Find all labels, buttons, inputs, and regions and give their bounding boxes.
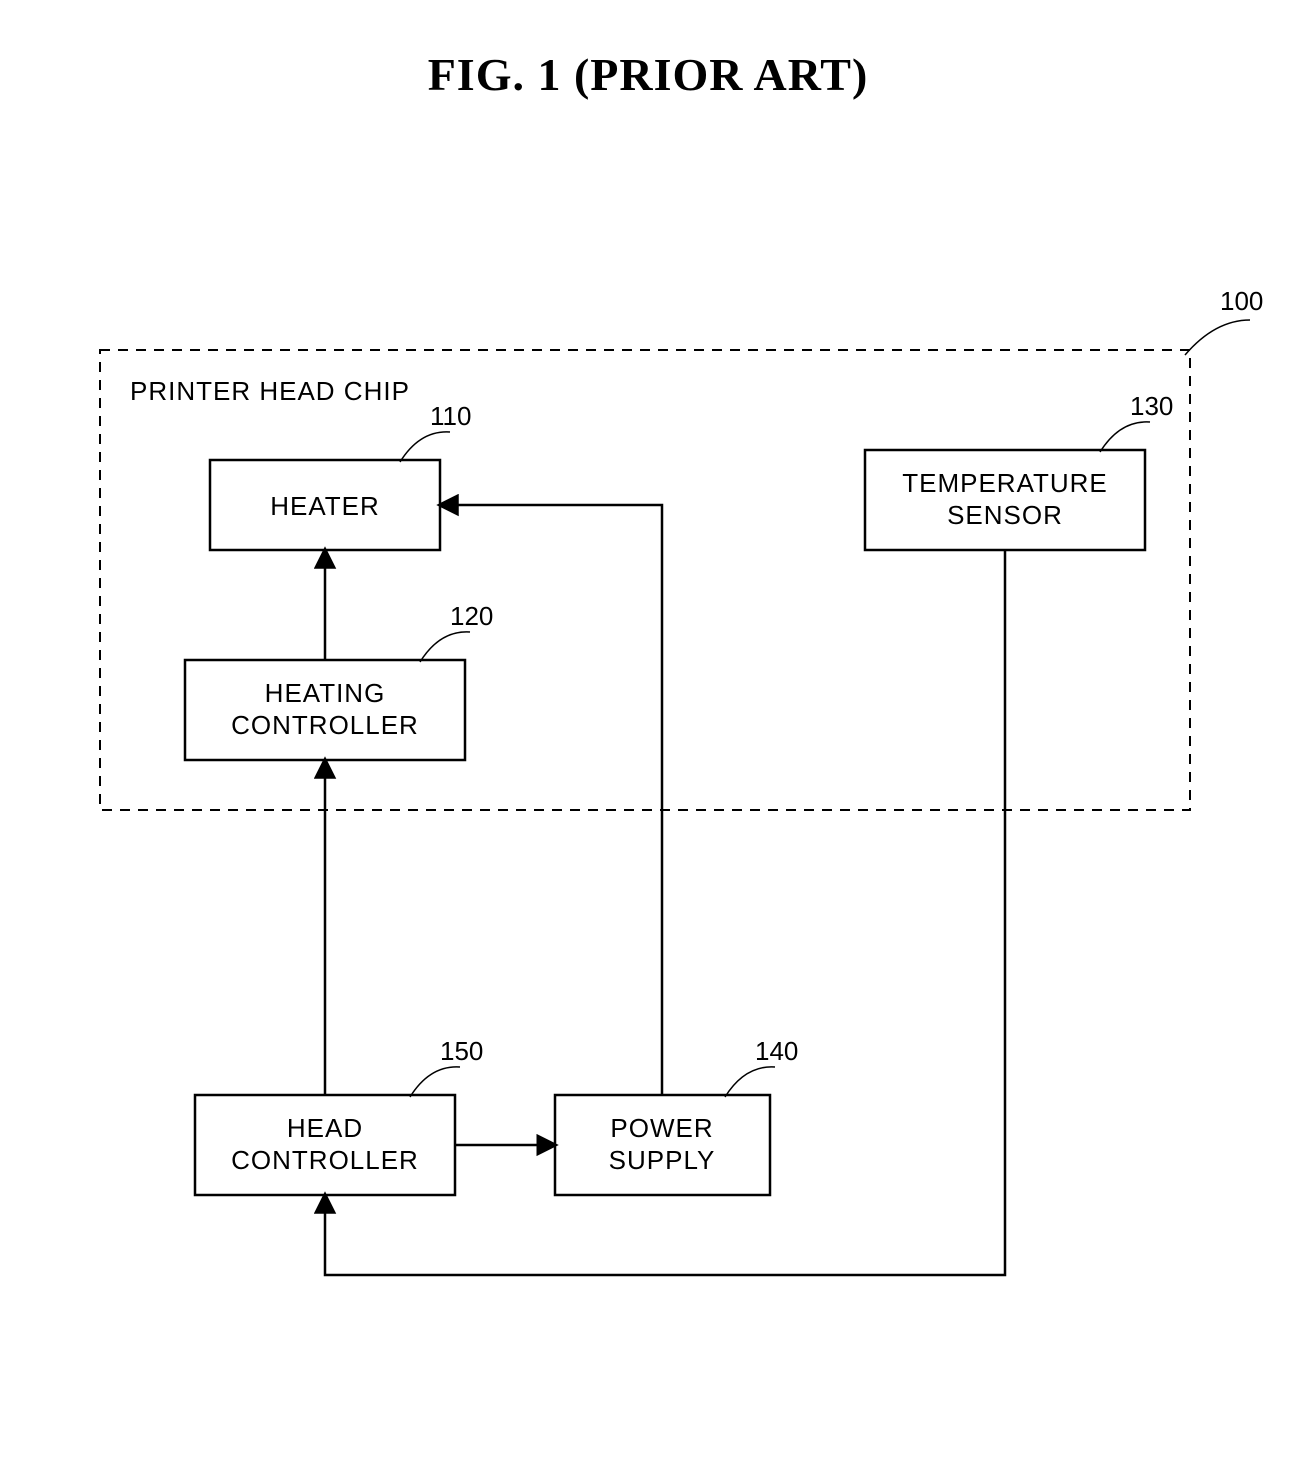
ref-150-label: 150: [440, 1036, 483, 1066]
power-supply-label-2: SUPPLY: [609, 1145, 716, 1175]
figure-title: FIG. 1 (PRIOR ART): [428, 49, 869, 100]
ref-120-leader: [420, 632, 470, 662]
ref-110-label: 110: [430, 401, 471, 431]
ref-100-label: 100: [1220, 286, 1263, 316]
heater-block: HEATER 110: [210, 401, 471, 550]
ref-140-label: 140: [755, 1036, 798, 1066]
head-controller-label-2: CONTROLLER: [231, 1145, 419, 1175]
head-controller-label-1: HEAD: [287, 1113, 363, 1143]
ref-100-leader: [1185, 320, 1250, 355]
ref-130-label: 130: [1130, 391, 1173, 421]
ref-120-label: 120: [450, 601, 493, 631]
ref-140-leader: [725, 1067, 775, 1097]
power-supply-block: POWER SUPPLY 140: [555, 1036, 798, 1195]
edge-power-to-heater: [440, 505, 662, 1095]
printer-head-chip-label: PRINTER HEAD CHIP: [130, 376, 410, 406]
ref-110-leader: [400, 432, 450, 462]
temperature-sensor-label-2: SENSOR: [947, 500, 1063, 530]
temperature-sensor-block: TEMPERATURE SENSOR 130: [865, 391, 1173, 550]
heating-controller-block: HEATING CONTROLLER 120: [185, 601, 493, 760]
power-supply-label-1: POWER: [610, 1113, 713, 1143]
ref-150-leader: [410, 1067, 460, 1097]
temperature-sensor-label-1: TEMPERATURE: [902, 468, 1108, 498]
heater-label: HEATER: [270, 491, 380, 521]
heating-controller-label-1: HEATING: [265, 678, 386, 708]
ref-130-leader: [1100, 422, 1150, 452]
heating-controller-label-2: CONTROLLER: [231, 710, 419, 740]
figure-diagram: FIG. 1 (PRIOR ART) PRINTER HEAD CHIP 100…: [0, 0, 1297, 1474]
head-controller-block: HEAD CONTROLLER 150: [195, 1036, 483, 1195]
